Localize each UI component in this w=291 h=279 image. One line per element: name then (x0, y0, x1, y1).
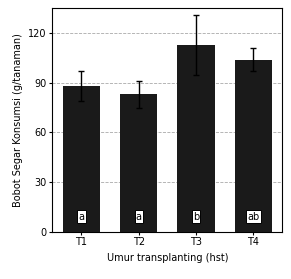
Text: b: b (193, 212, 199, 222)
Bar (63, 86, 100, 232)
Text: a: a (136, 212, 142, 222)
X-axis label: Umur transplanting (hst): Umur transplanting (hst) (107, 253, 228, 263)
Bar (120, 94, 157, 232)
Text: a: a (79, 212, 84, 222)
Y-axis label: Bobot Segar Konsumsi (g/tanaman): Bobot Segar Konsumsi (g/tanaman) (13, 33, 23, 207)
Bar (177, 45, 214, 232)
Bar (235, 60, 272, 232)
Text: ab: ab (247, 212, 259, 222)
